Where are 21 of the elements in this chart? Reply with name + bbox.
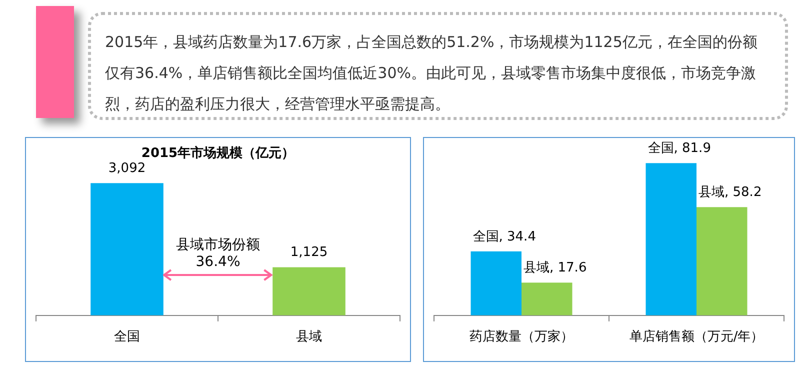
series-label: 县域 <box>524 260 550 276</box>
text: 2015年，县域药店数量为17.6万家，占全国总数的51.2%，市场规模为1125亿元，在全国的份额仅有36.4%，单店销售额比全国均值低近30%。由此可见，县域零售市场集中度很低，市场竞争激烈，药店的盈利压力很大，经营管理水平亟需提高。 <box>105 32 758 115</box>
bar <box>646 163 696 316</box>
data-label: , 34.4 <box>498 229 536 244</box>
data-label: 3,092 <box>108 160 146 176</box>
x-tick-label: 全国 <box>114 330 140 345</box>
bar <box>470 251 522 316</box>
series-label: 全国 <box>472 229 499 244</box>
text: 全国 <box>648 140 674 156</box>
data-label: , 17.6 <box>550 260 587 276</box>
x-tick-label: 药店数量（万家） <box>470 328 574 345</box>
text: 县域 <box>698 185 724 200</box>
annotation: 县域市场份额 36.4% <box>176 236 260 270</box>
bar <box>696 207 748 316</box>
x-tick-label: 县域 <box>296 330 322 345</box>
data-label: 1,125 <box>290 245 328 260</box>
bar <box>522 282 572 316</box>
data-label: , 81.9 <box>674 140 711 156</box>
chart-title: 2015年市场规模（亿元） <box>141 145 295 162</box>
x-tick-label: 单店销售额（万元/年） <box>629 328 764 345</box>
data-label: , 58.2 <box>724 185 762 200</box>
